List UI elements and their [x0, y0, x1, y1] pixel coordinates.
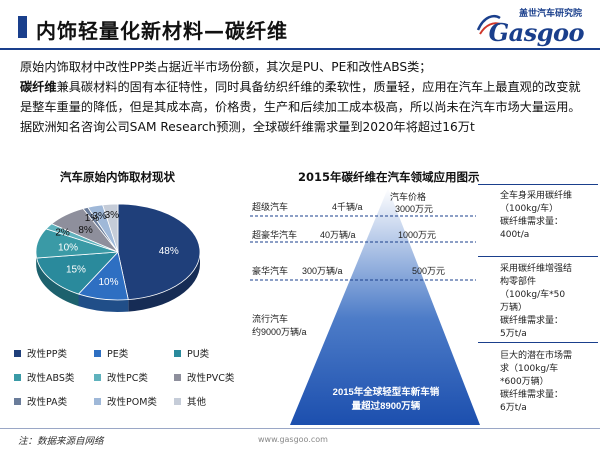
note-box-3: 巨大的潜在市场需 求（100kg/车 *600万辆） 碳纤维需求量： 6万t/a [500, 350, 572, 415]
level-2-volume: 40万辆/a [320, 229, 356, 240]
pie-data-label-3: 10% [58, 242, 78, 253]
pie-chart-title: 汽车原始内饰取材现状 [60, 170, 175, 184]
price-header: 汽车价格 [390, 191, 426, 202]
note-2-line: 万辆） [500, 303, 528, 313]
legend-label: PU类 [187, 349, 210, 360]
slide-title: 内饰轻量化新材料—碳纤维 [36, 19, 288, 43]
pie-data-label-8: 3% [105, 210, 120, 221]
level-3-price: 500万元 [412, 266, 445, 276]
note-divider-3 [478, 342, 598, 343]
title-accent-bar [18, 16, 27, 38]
level-3-volume: 300万辆/a [302, 265, 343, 276]
level-1-name: 超级汽车 [252, 201, 288, 212]
pyramid-shape [290, 188, 480, 425]
legend-label: 其他 [187, 397, 207, 408]
legend-swatch [174, 373, 181, 381]
note-3-line: 求（100kg/车 [500, 364, 559, 374]
legend-label: 改性ABS类 [27, 373, 75, 384]
level-2-name: 超豪华汽车 [252, 229, 297, 240]
legend-label: 改性PA类 [27, 397, 68, 408]
note-1-line: 400t/a [500, 230, 530, 240]
note-box-1: 全车身采用碳纤维 （100kg/车） 碳纤维需求量： 400t/a [500, 190, 572, 242]
legend-swatch [94, 373, 101, 381]
pie-side-1 [78, 294, 129, 312]
legend-item: 其他 [174, 394, 206, 408]
legend-swatch [14, 397, 21, 405]
pie-side-2 [36, 258, 79, 307]
legend-swatch [14, 349, 21, 357]
note-3-line: 碳纤维需求量： [500, 390, 564, 400]
note-2-line: 碳纤维需求量： [500, 316, 564, 326]
level-2-price: 1000万元 [398, 230, 436, 240]
footer-divider [0, 428, 600, 429]
legend-item: PU类 [174, 346, 209, 360]
note-2-line: 5万t/a [500, 329, 527, 339]
legend-item: 改性POM类 [94, 394, 157, 408]
pyramid-base-line-2: 量超过8900万辆 [352, 400, 421, 412]
legend-swatch [14, 373, 21, 381]
gasgoo-logo: 盖世汽车研究院 Gasgoo [468, 4, 588, 47]
slide-header: 内饰轻量化新材料—碳纤维 盖世汽车研究院 Gasgoo [0, 0, 600, 52]
pie-chart: 48%10%15%10%2% 8%1%3%3% [35, 203, 201, 312]
logo-swoosh-icon [476, 14, 501, 35]
pie-slice-8 [102, 203, 119, 253]
legend-label: PE类 [107, 349, 129, 360]
pie-side-0 [128, 252, 200, 312]
legend-label: 改性PP类 [27, 349, 67, 360]
pyramid-diagram: 汽车价格 3000万元 超级汽车 4千辆/a 超豪华汽车 40万辆/a 1000… [250, 188, 480, 425]
pie-data-label-1: 10% [98, 277, 118, 288]
triangle-chart-title: 2015年碳纤维在汽车领域应用图示 [298, 170, 480, 184]
note-2-line: 采用碳纤维增强结 [500, 264, 573, 274]
footer-url: www.gasgoo.com [258, 435, 328, 444]
note-3-line: 6万t/a [500, 403, 527, 413]
legend-label: 改性PC类 [107, 373, 148, 384]
note-1-line: 全车身采用碳纤维 [500, 191, 573, 201]
level-4-name: 流行汽车 [252, 313, 288, 324]
note-2-line: （100kg/车*50 [500, 290, 566, 300]
price-header-value: 3000万元 [395, 204, 433, 214]
legend-item: 改性PC类 [94, 370, 148, 384]
legend-label: 改性POM类 [107, 397, 157, 408]
pie-data-label-0: 48% [159, 246, 179, 257]
legend-label: 改性PVC类 [187, 373, 235, 384]
legend-swatch [94, 397, 101, 405]
logo-en-text: Gasgoo [488, 18, 585, 47]
level-1-volume: 4千辆/a [332, 201, 363, 212]
note-divider-1 [478, 184, 598, 185]
legend-swatch [174, 397, 181, 405]
pie-slice-0 [117, 203, 201, 301]
pie-data-label-5: 8% [78, 225, 93, 236]
legend-swatch [174, 349, 181, 357]
note-3-line: *600万辆） [500, 377, 549, 387]
intro-line-2: 兼具碳材料的固有本征特性，同时具备纺织纤维的柔软性，质量轻，应用在汽车上最直观的… [20, 80, 581, 134]
pyramid-base-line-1: 2015年全球轻型车新车销 [333, 386, 440, 398]
pie-data-label-6: 1% [85, 213, 100, 224]
pie-data-label-4: 2% [55, 227, 70, 238]
pie-data-label-7: 3% [92, 211, 107, 222]
source-note: 注：数据来源自网络 [18, 436, 104, 447]
note-2-line: 构零部件 [500, 277, 537, 287]
level-3-name: 豪华汽车 [252, 265, 288, 276]
intro-paragraph: 原始内饰取材中改性PP类占据近半市场份额，其次是PU、PE和改性ABS类； 碳纤… [20, 57, 590, 137]
header-divider [0, 48, 600, 50]
note-box-2: 采用碳纤维增强结 构零部件 （100kg/车*50 万辆） 碳纤维需求量： 5万… [500, 263, 572, 341]
level-4-volume: 约9000万辆/a [252, 326, 307, 337]
logo-cn-text: 盖世汽车研究院 [518, 9, 582, 19]
legend-item: 改性PA类 [14, 394, 67, 408]
legend-swatch [94, 349, 101, 357]
legend-item: 改性PP类 [14, 346, 67, 360]
pie-slice-2 [36, 251, 119, 295]
note-divider-2 [478, 256, 598, 257]
intro-bold-term: 碳纤维 [20, 80, 57, 94]
note-3-line: 巨大的潜在市场需 [500, 351, 573, 361]
pie-data-label-2: 15% [66, 265, 86, 276]
legend-item: 改性PVC类 [174, 370, 234, 384]
legend-item: 改性ABS类 [14, 370, 74, 384]
legend-item: PE类 [94, 346, 128, 360]
intro-line-1: 原始内饰取材中改性PP类占据近半市场份额，其次是PU、PE和改性ABS类； [20, 60, 432, 74]
note-1-line: （100kg/车） [500, 204, 559, 214]
note-1-line: 碳纤维需求量： [500, 217, 564, 227]
